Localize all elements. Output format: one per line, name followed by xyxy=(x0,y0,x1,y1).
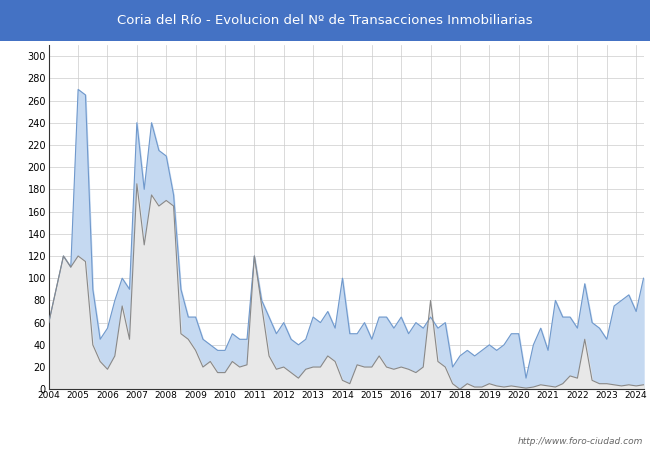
Text: Coria del Río - Evolucion del Nº de Transacciones Inmobiliarias: Coria del Río - Evolucion del Nº de Tran… xyxy=(117,14,533,27)
Text: http://www.foro-ciudad.com: http://www.foro-ciudad.com xyxy=(518,436,644,446)
